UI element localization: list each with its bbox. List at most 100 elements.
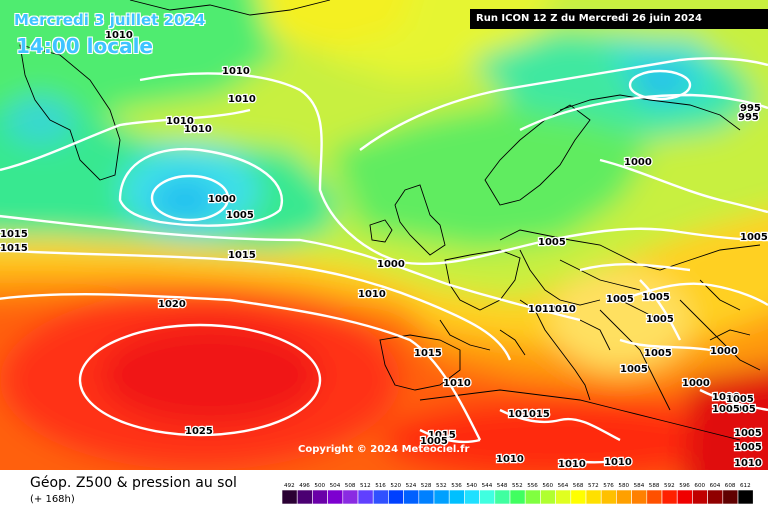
- isobar-label: 1005: [642, 292, 670, 303]
- scale-swatch: [631, 489, 648, 505]
- isobar-label: 1005: [620, 364, 648, 375]
- scale-swatch: [403, 489, 420, 505]
- isobar-label: 1005: [728, 404, 756, 415]
- scale-swatch: [312, 489, 328, 505]
- scale-tick-label: 552: [512, 483, 523, 489]
- isobar-label: 1005: [420, 436, 448, 447]
- scale-swatch: [464, 489, 480, 505]
- isobar-label: 1010: [508, 409, 536, 420]
- isobar-label: 1015: [522, 409, 550, 420]
- forecast-lead-time: (+ 168h): [30, 494, 75, 505]
- scale-tick-label: 536: [451, 483, 462, 489]
- isobar-label: 1005: [646, 314, 674, 325]
- scale-swatch: [570, 489, 587, 505]
- scale-swatch: [418, 489, 435, 505]
- scale-tick-label: 600: [694, 483, 705, 489]
- scale-swatch: [494, 489, 511, 505]
- isobar-label: 1010: [222, 66, 250, 77]
- scale-tick-label: 548: [497, 483, 508, 489]
- scale-swatch: [692, 489, 708, 505]
- valid-time: 14:00 locale: [16, 34, 153, 58]
- scale-swatch: [676, 489, 693, 505]
- isobar-label: 995: [738, 112, 759, 123]
- scale-tick-label: 604: [710, 483, 721, 489]
- isobar-label: 1005: [734, 442, 762, 453]
- isobar-label: 1000: [710, 346, 738, 357]
- scale-swatch: [737, 489, 754, 505]
- isobar-label: 1010: [734, 458, 762, 469]
- scale-tick-label: 504: [330, 483, 341, 489]
- isobar-label: 1005: [726, 394, 754, 405]
- isobar-label: 1025: [185, 426, 213, 437]
- scale-swatch: [342, 489, 359, 505]
- scale-tick-label: 612: [740, 483, 751, 489]
- scale-tick-label: 588: [649, 483, 660, 489]
- isobar-label: 1005: [712, 404, 740, 415]
- scale-tick-label: 608: [725, 483, 736, 489]
- scale-swatch: [509, 489, 526, 505]
- scale-swatch: [707, 489, 724, 505]
- run-info: Run ICON 12 Z du Mercredi 26 juin 2024: [470, 9, 768, 29]
- isobar-label: 1005: [606, 294, 634, 305]
- scale-tick-label: 524: [406, 483, 417, 489]
- copyright-notice: Copyright © 2024 Meteociel.fr: [298, 444, 470, 455]
- isobar-label: 1010: [228, 94, 256, 105]
- geopotential-map: 1010101010101010101010001005101510151015…: [0, 0, 768, 470]
- isobar-label: 1010: [496, 454, 524, 465]
- scale-swatch: [722, 489, 739, 505]
- isobar-label: 1000: [208, 194, 236, 205]
- scale-tick-label: 572: [588, 483, 599, 489]
- isobar-label: 1005: [226, 210, 254, 221]
- scale-swatch: [555, 489, 572, 505]
- scale-swatch: [585, 489, 602, 505]
- isobar-label: 1005: [538, 237, 566, 248]
- scale-tick-label: 516: [375, 483, 386, 489]
- isobar-label: 1005: [734, 428, 762, 439]
- isobar-label: 995: [740, 103, 761, 114]
- color-scale-legend: 492 496 500 504 508 512 516 520 524 528 532 536 540 5…: [282, 483, 754, 505]
- scale-tick-label: 508: [345, 483, 356, 489]
- isobar-label: 1015: [228, 250, 256, 261]
- isobar-label: 1010: [443, 378, 471, 389]
- isobar-label: 1015: [0, 229, 28, 240]
- isobar-label: 1010: [558, 459, 586, 470]
- isobar-label: 1010: [358, 289, 386, 300]
- isobar-label: 1020: [158, 299, 186, 310]
- isobar-label: 1010: [166, 116, 194, 127]
- scale-swatch: [357, 489, 374, 505]
- isobar-label: 1000: [624, 157, 652, 168]
- isobar-label: 1000: [712, 392, 740, 403]
- isobar-label: 1015: [414, 348, 442, 359]
- coastlines-borders: [19, 0, 761, 441]
- scale-swatch: [540, 489, 556, 505]
- scale-swatch: [296, 489, 313, 505]
- isobar-label: 1005: [644, 348, 672, 359]
- scale-tick-label: 580: [618, 483, 629, 489]
- isobar-label: 1010: [184, 124, 212, 135]
- scale-swatch: [282, 489, 298, 505]
- scale-swatch: [524, 489, 541, 505]
- scale-swatch: [372, 489, 389, 505]
- scale-swatch: [433, 489, 450, 505]
- scale-tick-label: 540: [466, 483, 477, 489]
- isobar-label: 1010: [548, 304, 576, 315]
- isobar-label: 1000: [377, 259, 405, 270]
- scale-tick-label: 596: [679, 483, 690, 489]
- scale-tick-label: 576: [603, 483, 614, 489]
- isobar-label: 1010: [604, 457, 632, 468]
- scale-swatch: [327, 489, 344, 505]
- valid-date: Mercredi 3 juillet 2024: [14, 11, 206, 29]
- scale-tick-label: 544: [482, 483, 493, 489]
- scale-tick-label: 556: [527, 483, 538, 489]
- isobar-label: 1015: [428, 430, 456, 441]
- scale-tick-label: 496: [299, 483, 310, 489]
- scale-tick-label: 560: [542, 483, 553, 489]
- isobar-label: 1010: [528, 304, 556, 315]
- isobars: [0, 57, 768, 464]
- scale-swatch: [616, 489, 632, 505]
- scale-tick-label: 592: [664, 483, 675, 489]
- scale-tick-label: 512: [360, 483, 371, 489]
- scale-tick-label: 520: [390, 483, 401, 489]
- isobar-label: 1015: [0, 243, 28, 254]
